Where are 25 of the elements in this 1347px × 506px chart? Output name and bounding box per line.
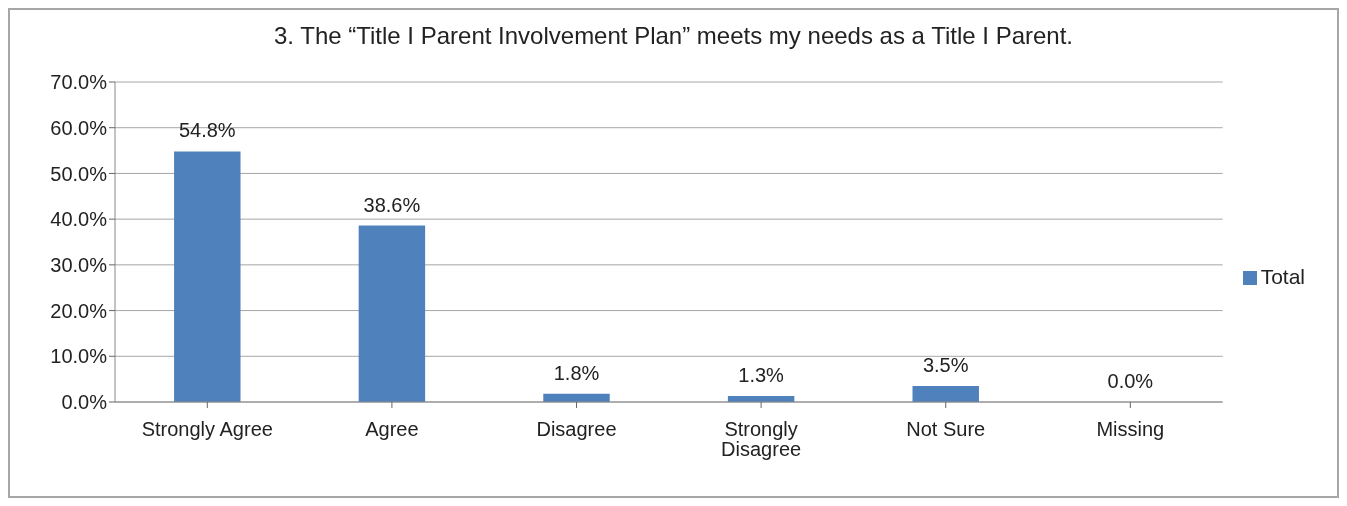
y-tick-label: 70.0% [50, 71, 108, 94]
y-tick-label: 30.0% [50, 253, 108, 276]
data-label: 38.6% [363, 193, 421, 216]
data-label: 1.8% [553, 361, 600, 384]
data-label: 0.0% [1107, 370, 1154, 392]
data-label: 3.5% [922, 354, 969, 376]
x-tick-label: Agree [365, 418, 419, 441]
bar [912, 386, 979, 402]
chart-title: 3. The “Title I Parent Involvement Plan” meets my needs as a Title I Parent. [273, 21, 1074, 51]
y-tick-label: 60.0% [50, 116, 108, 139]
y-tick-label: 20.0% [50, 299, 108, 322]
bar [174, 151, 241, 402]
y-tick-label: 50.0% [50, 162, 108, 185]
x-tick-label: Strongly Agree [141, 418, 273, 441]
y-tick-label: 10.0% [50, 345, 108, 368]
x-tick-label: Not Sure [906, 418, 986, 441]
x-tick-label: Disagree [536, 418, 617, 441]
x-tick-label: Strongly Disagree [721, 418, 802, 461]
y-tick-label: 40.0% [50, 208, 108, 231]
bar [358, 225, 426, 402]
x-tick-label: Missing [1096, 418, 1165, 441]
data-label: 54.8% [178, 119, 236, 142]
legend-label: Total [1260, 265, 1305, 288]
y-tick-label: 0.0% [61, 391, 108, 414]
data-label: 1.3% [738, 364, 785, 387]
